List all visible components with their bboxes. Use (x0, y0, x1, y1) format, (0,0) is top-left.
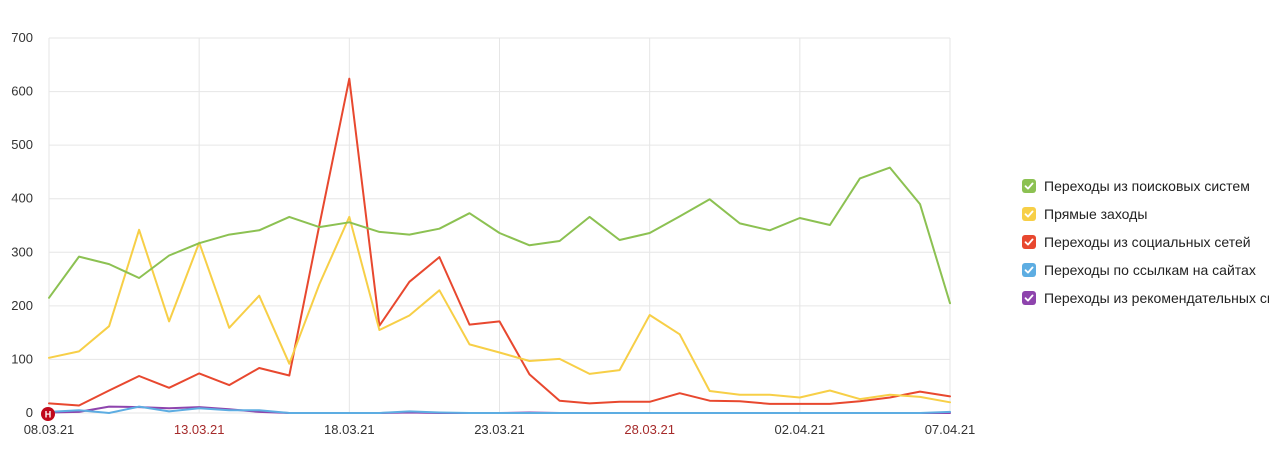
chart-series (48, 77, 951, 414)
legend-item[interactable]: Переходы из поисковых систем (1022, 172, 1269, 200)
checkmark-icon[interactable] (1022, 291, 1036, 305)
legend-item[interactable]: Прямые заходы (1022, 200, 1269, 228)
chart-legend: Переходы из поисковых систем Прямые заход… (1022, 172, 1269, 312)
y-axis-ticks: 0 100 200 300 400 500 600 700 (11, 30, 33, 420)
x-axis-ticks: 08.03.21 13.03.21 18.03.21 23.03.21 28.03.21… (24, 422, 976, 437)
series-line[interactable] (48, 77, 951, 407)
y-tick-label: 0 (26, 405, 33, 420)
x-tick-label: 08.03.21 (24, 422, 75, 437)
chart-grid (48, 37, 951, 414)
checkmark-icon[interactable] (1022, 207, 1036, 221)
annotation-marker[interactable]: Н (41, 407, 55, 421)
y-tick-label: 400 (11, 191, 33, 206)
legend-item[interactable]: Переходы из рекомендательных систем (1022, 284, 1269, 312)
legend-label: Переходы из рекомендательных систем (1044, 290, 1269, 306)
y-tick-label: 600 (11, 84, 33, 99)
series-line[interactable] (48, 405, 951, 414)
legend-item[interactable]: Переходы из социальных сетей (1022, 228, 1269, 256)
y-tick-label: 300 (11, 244, 33, 259)
y-tick-label: 200 (11, 298, 33, 313)
legend-label: Переходы из социальных сетей (1044, 234, 1251, 250)
x-tick-label: 02.04.21 (775, 422, 826, 437)
x-tick-label: 13.03.21 (174, 422, 225, 437)
x-tick-label: 28.03.21 (624, 422, 675, 437)
legend-item[interactable]: Переходы по ссылкам на сайтах (1022, 256, 1269, 284)
x-tick-label: 07.04.21 (925, 422, 976, 437)
annotation-marker-circle[interactable] (41, 407, 55, 421)
legend-label: Прямые заходы (1044, 206, 1148, 222)
checkmark-icon[interactable] (1022, 235, 1036, 249)
y-tick-label: 700 (11, 30, 33, 45)
annotation-marker-label: Н (45, 410, 52, 420)
legend-label: Переходы по ссылкам на сайтах (1044, 262, 1256, 278)
y-tick-label: 500 (11, 137, 33, 152)
x-tick-label: 23.03.21 (474, 422, 525, 437)
series-line[interactable] (48, 166, 951, 305)
line-chart: 0 100 200 300 400 500 600 700 08.03.21 13.03.21 1… (11, 30, 976, 437)
y-tick-label: 100 (11, 351, 33, 366)
checkmark-icon[interactable] (1022, 179, 1036, 193)
x-tick-label: 18.03.21 (324, 422, 375, 437)
checkmark-icon[interactable] (1022, 263, 1036, 277)
legend-label: Переходы из поисковых систем (1044, 178, 1250, 194)
